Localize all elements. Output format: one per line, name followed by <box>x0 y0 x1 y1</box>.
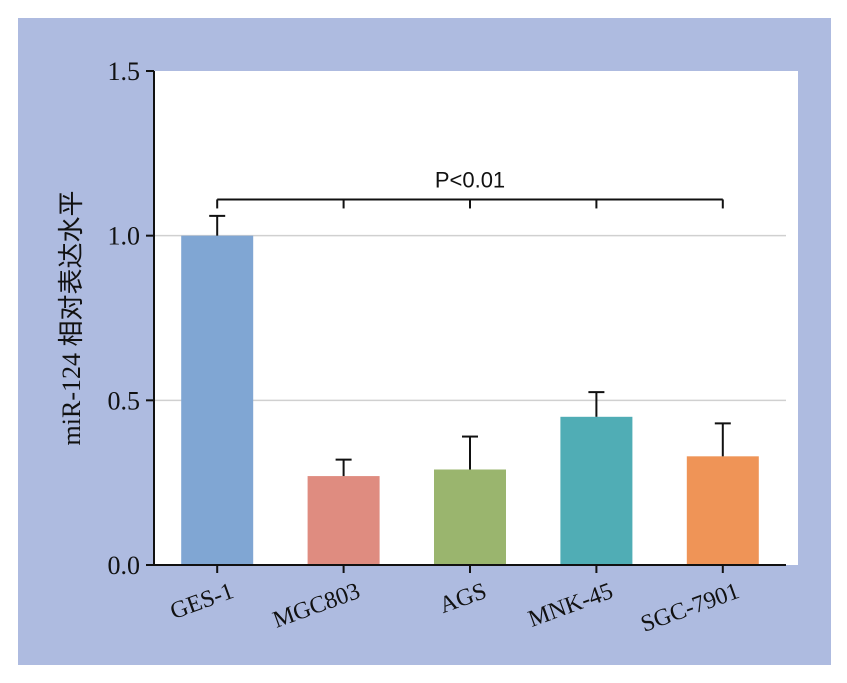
bar-mgc803 <box>307 476 380 565</box>
y-tick-label: 0.5 <box>108 386 141 415</box>
y-tick-label: 1.0 <box>108 222 141 251</box>
bar-ges-1 <box>181 235 254 565</box>
p-value-label: P<0.01 <box>435 167 505 192</box>
bar-chart: 0.0 0.5 1.0 1.5 GES-1 MGC803 AGS MNK-45 SGC-7901… <box>57 57 798 638</box>
bar-ags <box>434 469 506 565</box>
x-tick-label: MGC803 <box>270 578 364 633</box>
y-tick-label: 1.5 <box>108 57 141 86</box>
x-tick-label: MNK-45 <box>525 578 617 633</box>
x-tick-label: SGC-7901 <box>637 578 742 638</box>
bar-sgc-7901 <box>686 456 759 565</box>
significance-bracket: P<0.01 <box>216 167 724 209</box>
bar-mnk-45 <box>560 416 633 565</box>
x-tick-label: GES-1 <box>167 578 237 625</box>
figure-frame: 0.0 0.5 1.0 1.5 GES-1 MGC803 AGS MNK-45 SGC-7901… <box>18 18 831 665</box>
error-bars <box>209 214 731 477</box>
y-axis-label: miR-124 相对表达水平 <box>57 191 86 446</box>
gridlines <box>154 234 786 402</box>
bars <box>181 235 759 565</box>
x-tick-label: AGS <box>436 578 490 619</box>
y-tick-label: 0.0 <box>108 551 141 580</box>
